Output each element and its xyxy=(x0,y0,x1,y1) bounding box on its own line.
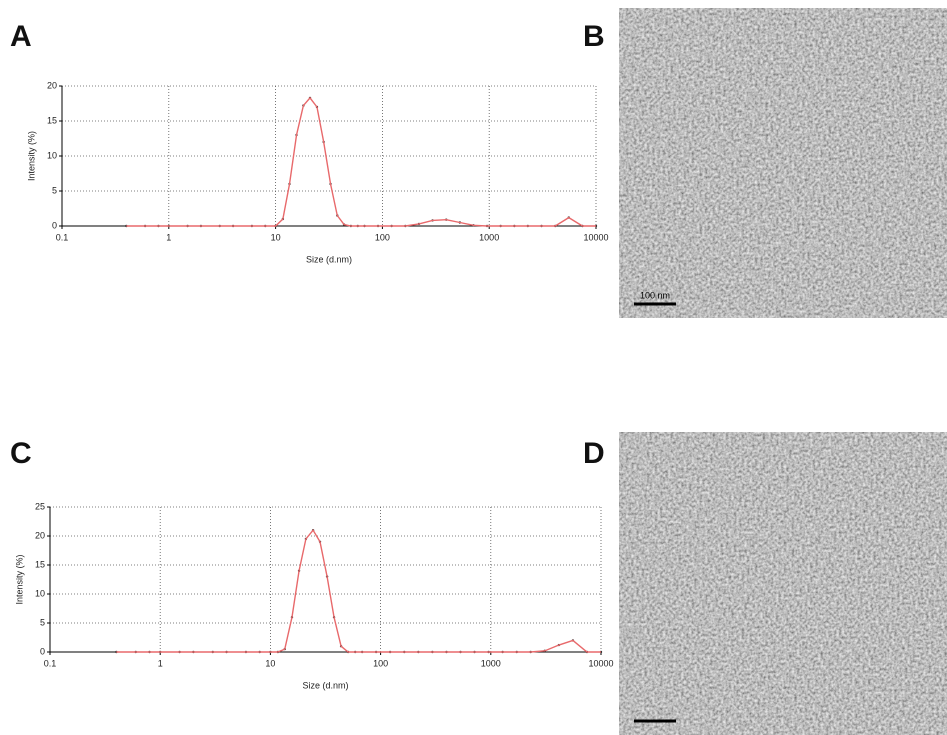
panel-label: D xyxy=(583,437,605,470)
y-tick-label: 15 xyxy=(35,559,45,569)
x-tick-label: 1 xyxy=(166,232,171,242)
y-tick-label: 10 xyxy=(35,588,45,598)
y-tick-label: 0 xyxy=(40,646,45,656)
x-tick-label: 0.1 xyxy=(44,658,57,668)
y-tick-label: 5 xyxy=(52,185,57,195)
x-tick-label: 1 xyxy=(158,658,163,668)
x-tick-label: 10 xyxy=(271,232,281,242)
y-axis-label: Intensity (%) xyxy=(14,554,24,604)
y-axis-label: Intensity (%) xyxy=(26,131,36,181)
data-line xyxy=(116,528,601,653)
x-tick-label: 100 xyxy=(375,232,390,242)
y-tick-label: 10 xyxy=(47,150,57,160)
tem-image xyxy=(619,432,947,735)
tem-image xyxy=(619,8,947,318)
y-tick-label: 15 xyxy=(47,115,57,125)
x-tick-label: 1000 xyxy=(481,658,501,668)
y-tick-label: 0 xyxy=(52,220,57,230)
y-tick-label: 20 xyxy=(35,530,45,540)
y-tick-label: 5 xyxy=(40,617,45,627)
x-tick-label: 10 xyxy=(265,658,275,668)
panel-label: C xyxy=(10,437,32,470)
x-tick-label: 10000 xyxy=(583,232,608,242)
y-tick-label: 25 xyxy=(35,501,45,511)
x-tick-label: 0.1 xyxy=(56,232,69,242)
x-tick-label: 10000 xyxy=(588,658,613,668)
x-tick-label: 100 xyxy=(373,658,388,668)
scale-bar-label: 100 nm xyxy=(640,290,670,300)
x-axis-label: Size (d.nm) xyxy=(306,254,352,264)
y-tick-label: 20 xyxy=(47,80,57,90)
data-line xyxy=(126,96,596,227)
x-axis-label: Size (d.nm) xyxy=(302,680,348,690)
panel-label: A xyxy=(10,20,32,53)
panel-label: B xyxy=(583,20,605,53)
x-tick-label: 1000 xyxy=(479,232,499,242)
